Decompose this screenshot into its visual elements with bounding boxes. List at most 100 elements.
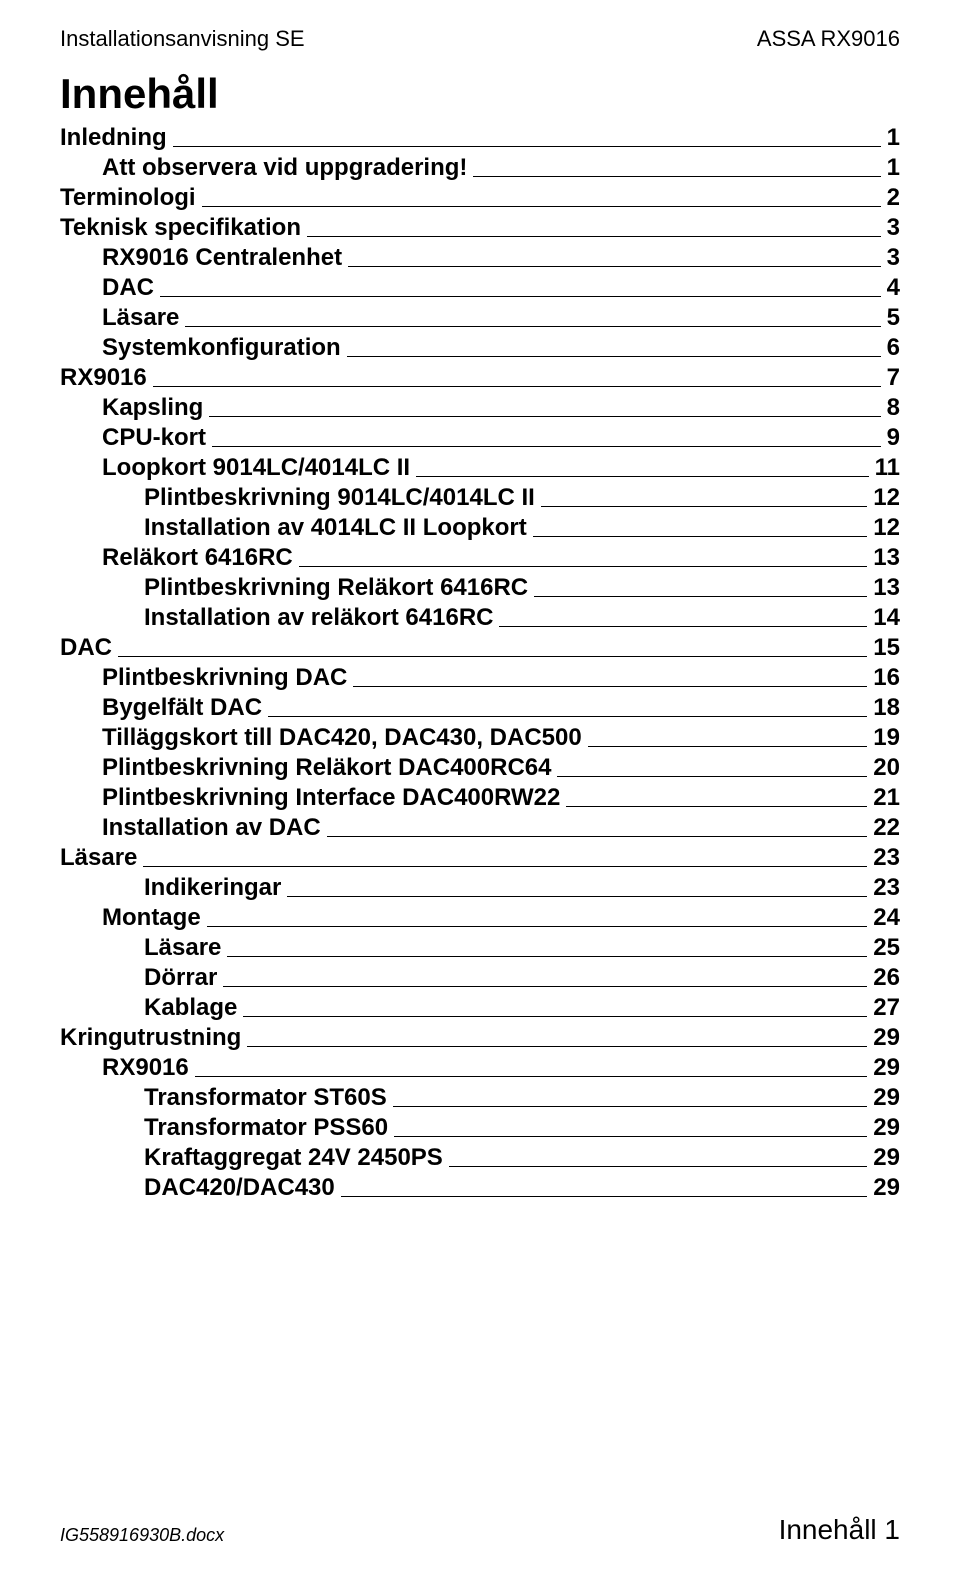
toc-leader-line xyxy=(268,716,867,717)
toc-label: Kringutrustning xyxy=(60,1024,247,1052)
toc-page-number: 20 xyxy=(867,754,900,782)
toc-page-number: 16 xyxy=(867,664,900,692)
toc-row: Indikeringar 23 xyxy=(60,874,900,902)
toc-row: DAC 15 xyxy=(60,634,900,662)
toc-row: DAC4 xyxy=(60,274,900,302)
toc-row: Läsare25 xyxy=(60,934,900,962)
toc-page-number: 11 xyxy=(869,454,900,482)
toc-leader-line xyxy=(227,956,867,957)
toc-label: Kapsling xyxy=(102,394,209,422)
toc-row: Installation av reläkort 6416RC14 xyxy=(60,604,900,632)
toc-row: Plintbeskrivning 9014LC/4014LC II12 xyxy=(60,484,900,512)
header-left: Installationsanvisning SE xyxy=(60,26,305,52)
toc-leader-line xyxy=(566,806,867,807)
toc-row: CPU-kort9 xyxy=(60,424,900,452)
toc-label: Plintbeskrivning Interface DAC400RW22 xyxy=(102,784,566,812)
toc-row: Plintbeskrivning Reläkort DAC400RC6420 xyxy=(60,754,900,782)
toc-leader-line xyxy=(209,416,880,417)
toc-label: Bygelfält DAC xyxy=(102,694,268,722)
toc-leader-line xyxy=(143,866,867,867)
toc-leader-line xyxy=(416,476,869,477)
toc-leader-line xyxy=(341,1196,868,1197)
toc-page-number: 29 xyxy=(867,1054,900,1082)
toc-leader-line xyxy=(588,746,868,747)
toc-page-number: 21 xyxy=(867,784,900,812)
toc-leader-line xyxy=(185,326,880,327)
toc-page-number: 1 xyxy=(881,124,900,152)
toc-page-number: 27 xyxy=(867,994,900,1022)
toc-row: Kablage27 xyxy=(60,994,900,1022)
toc-leader-line xyxy=(449,1166,867,1167)
toc-label: RX9016 Centralenhet xyxy=(102,244,348,272)
toc-leader-line xyxy=(393,1106,868,1107)
toc-label: Montage xyxy=(102,904,207,932)
toc-page-number: 23 xyxy=(867,874,900,902)
toc-label: Plintbeskrivning 9014LC/4014LC II xyxy=(144,484,541,512)
page-footer: IG558916930B.docx Innehåll 1 xyxy=(60,1514,900,1546)
toc-label: RX9016 xyxy=(60,364,153,392)
toc-row: Bygelfält DAC 18 xyxy=(60,694,900,722)
toc-label: Plintbeskrivning Reläkort 6416RC xyxy=(144,574,534,602)
toc-leader-line xyxy=(541,506,867,507)
toc-label: Kraftaggregat 24V 2450PS xyxy=(144,1144,449,1172)
toc-label: Dörrar xyxy=(144,964,223,992)
toc-page-number: 5 xyxy=(881,304,900,332)
footer-page-label: Innehåll 1 xyxy=(779,1514,900,1546)
toc-label: Loopkort 9014LC/4014LC II xyxy=(102,454,416,482)
toc-label: DAC xyxy=(60,634,118,662)
toc-row: Kringutrustning29 xyxy=(60,1024,900,1052)
toc-page-number: 7 xyxy=(881,364,900,392)
toc-page-number: 29 xyxy=(867,1084,900,1112)
toc-leader-line xyxy=(353,686,867,687)
toc-page-number: 18 xyxy=(867,694,900,722)
toc-label: Installation av 4014LC II Loopkort xyxy=(144,514,533,542)
toc-row: Tilläggskort till DAC420, DAC430, DAC500… xyxy=(60,724,900,752)
toc-row: Läsare23 xyxy=(60,844,900,872)
toc-page-number: 13 xyxy=(867,544,900,572)
toc-row: Dörrar26 xyxy=(60,964,900,992)
toc-page-number: 3 xyxy=(881,244,900,272)
toc-leader-line xyxy=(160,296,881,297)
toc-page-number: 13 xyxy=(867,574,900,602)
toc-leader-line xyxy=(223,986,867,987)
toc-page-number: 25 xyxy=(867,934,900,962)
toc-page-number: 2 xyxy=(881,184,900,212)
toc-row: Teknisk specifikation3 xyxy=(60,214,900,242)
toc-row: Plintbeskrivning Reläkort 6416RC 13 xyxy=(60,574,900,602)
toc-label: Tilläggskort till DAC420, DAC430, DAC500 xyxy=(102,724,588,752)
toc-leader-line xyxy=(153,386,881,387)
footer-filename: IG558916930B.docx xyxy=(60,1525,224,1546)
toc-leader-line xyxy=(212,446,881,447)
toc-row: Läsare 5 xyxy=(60,304,900,332)
toc-row: DAC420/DAC43029 xyxy=(60,1174,900,1202)
toc-leader-line xyxy=(195,1076,868,1077)
toc-row: RX9016 7 xyxy=(60,364,900,392)
toc-leader-line xyxy=(557,776,867,777)
toc-page-number: 22 xyxy=(867,814,900,842)
header-right: ASSA RX9016 xyxy=(757,26,900,52)
toc-page-number: 19 xyxy=(867,724,900,752)
toc-row: Terminologi2 xyxy=(60,184,900,212)
toc-row: Montage24 xyxy=(60,904,900,932)
toc-page-number: 29 xyxy=(867,1144,900,1172)
toc-row: Plintbeskrivning DAC16 xyxy=(60,664,900,692)
toc-label: Systemkonfiguration xyxy=(102,334,347,362)
toc-leader-line xyxy=(307,236,881,237)
toc-row: Kapsling8 xyxy=(60,394,900,422)
toc-page-number: 15 xyxy=(867,634,900,662)
toc-label: CPU-kort xyxy=(102,424,212,452)
toc-leader-line xyxy=(533,536,868,537)
toc-page-number: 29 xyxy=(867,1114,900,1142)
toc-label: RX9016 xyxy=(102,1054,195,1082)
toc-label: DAC420/DAC430 xyxy=(144,1174,341,1202)
toc-label: Indikeringar xyxy=(144,874,287,902)
toc-label: Transformator PSS60 xyxy=(144,1114,394,1142)
toc-leader-line xyxy=(173,146,881,147)
toc-label: Läsare xyxy=(102,304,185,332)
toc-page-number: 1 xyxy=(881,154,900,182)
toc-leader-line xyxy=(247,1046,867,1047)
toc-row: Transformator ST60S29 xyxy=(60,1084,900,1112)
toc-row: Installation av DAC22 xyxy=(60,814,900,842)
toc-row: Att observera vid uppgradering!1 xyxy=(60,154,900,182)
toc-label: Läsare xyxy=(60,844,143,872)
